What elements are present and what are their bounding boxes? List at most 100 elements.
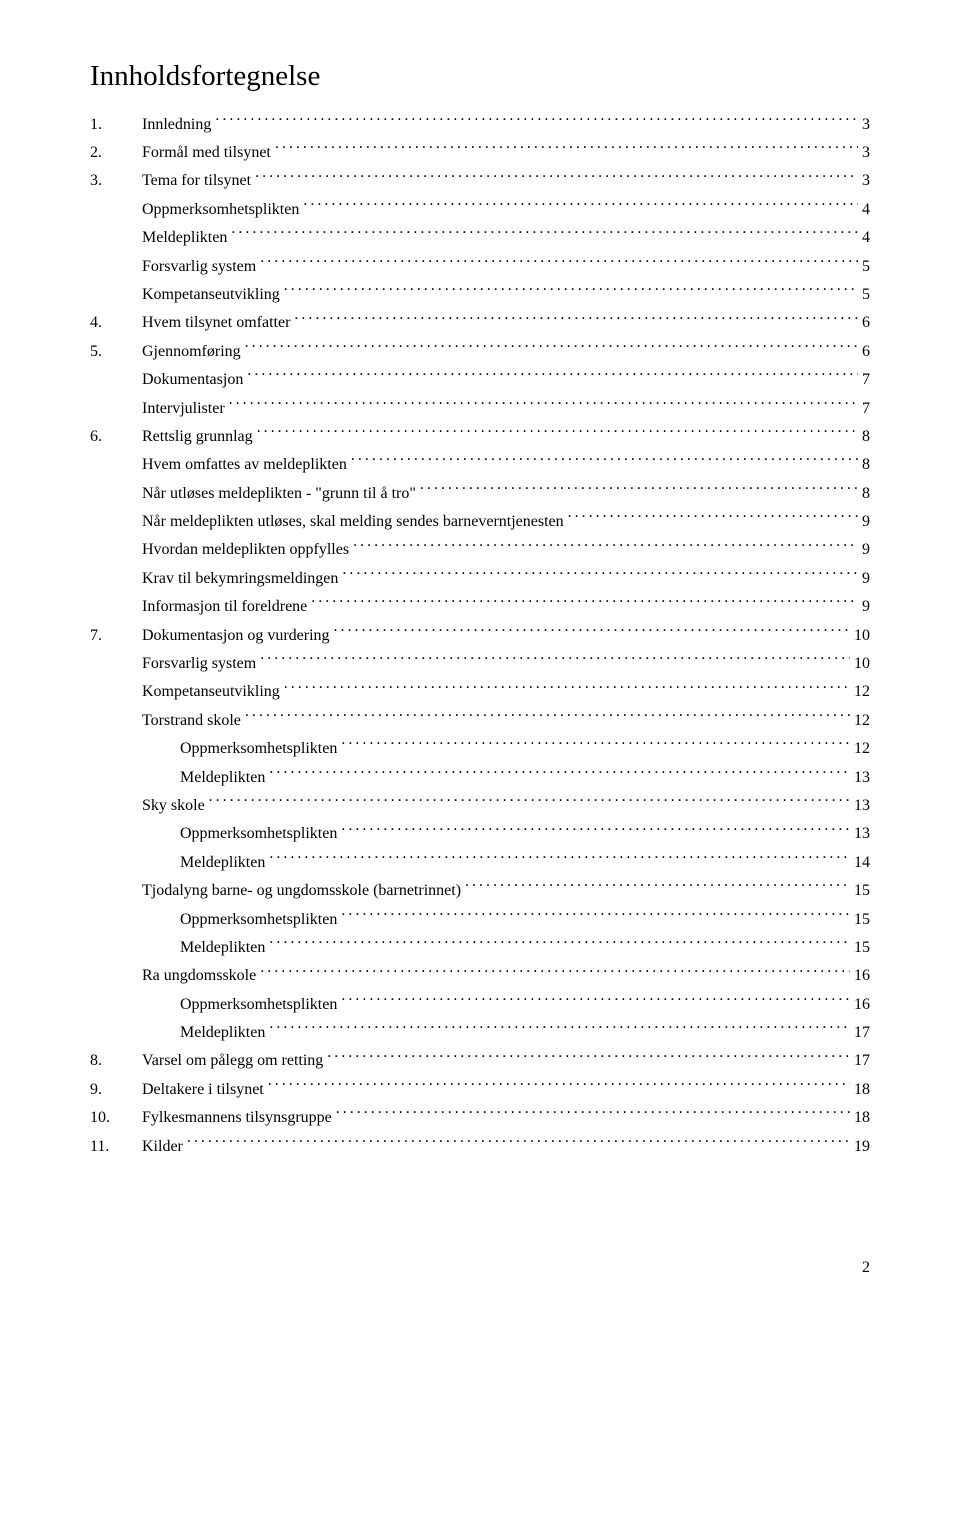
toc-entry-label: Intervjulister <box>142 397 225 422</box>
toc-entry-page: 9 <box>862 510 870 535</box>
toc-entry-page: 10 <box>854 652 870 677</box>
toc-entry-number: 8. <box>90 1049 142 1074</box>
toc-entry-label: Forsvarlig system <box>142 255 256 280</box>
toc-entry-page: 9 <box>862 595 870 620</box>
toc-entry-label: Hvordan meldeplikten oppfylles <box>142 538 349 563</box>
toc-entry-label: 7.Dokumentasjon og vurdering <box>90 624 330 649</box>
toc-entry-text: Meldeplikten <box>180 1024 265 1041</box>
toc-entry: Hvem omfattes av meldeplikten8 <box>90 452 870 478</box>
toc-entry-number: 11. <box>90 1135 142 1160</box>
toc-entry-label: 9.Deltakere i tilsynet <box>90 1078 264 1103</box>
toc-entry-label: Ra ungdomsskole <box>142 964 256 989</box>
toc-entry-label: Meldeplikten <box>180 1021 265 1046</box>
toc-entry-label: Torstrand skole <box>142 709 241 734</box>
toc-entry: Oppmerksomhetsplikten 16 <box>90 991 870 1017</box>
toc-entry-label: Krav til bekymringsmeldingen <box>142 567 338 592</box>
toc-entry-label: Meldeplikten <box>142 226 227 251</box>
toc-entry-number: 3. <box>90 169 142 194</box>
toc-entry-page: 15 <box>854 879 870 904</box>
toc-leader-dots <box>247 367 858 385</box>
toc-entry-text: Oppmerksomhetsplikten <box>180 825 337 842</box>
toc-entry-text: Hvem omfattes av meldeplikten <box>142 456 347 473</box>
toc-entry-text: Krav til bekymringsmeldingen <box>142 570 338 587</box>
toc-leader-dots <box>311 594 858 612</box>
toc-entry: Meldeplikten14 <box>90 849 870 875</box>
toc-leader-dots <box>269 849 850 867</box>
toc-entry-text: Oppmerksomhetsplikten <box>180 740 337 757</box>
toc-leader-dots <box>284 679 850 697</box>
toc-entry: Krav til bekymringsmeldingen9 <box>90 565 870 591</box>
toc-entry-page: 15 <box>854 936 870 961</box>
toc-entry: 2.Formål med tilsynet3 <box>90 139 870 165</box>
toc-entry-label: Oppmerksomhetsplikten <box>180 993 337 1018</box>
toc-entry: Dokumentasjon7 <box>90 367 870 393</box>
toc-entry: Kompetanseutvikling12 <box>90 679 870 705</box>
toc-entry-page: 8 <box>862 425 870 450</box>
toc-entry: Forsvarlig system10 <box>90 650 870 676</box>
toc-entry: 7.Dokumentasjon og vurdering10 <box>90 622 870 648</box>
toc-entry-text: Gjennomføring <box>142 343 241 360</box>
toc-entry-label: 2.Formål med tilsynet <box>90 141 271 166</box>
toc-entry-page: 5 <box>862 283 870 308</box>
toc-entry-text: Meldeplikten <box>142 229 227 246</box>
toc-entry: Informasjon til foreldrene 9 <box>90 594 870 620</box>
toc-entry-text: Innledning <box>142 116 211 133</box>
toc-entry-text: Dokumentasjon og vurdering <box>142 627 330 644</box>
toc-entry-number: 6. <box>90 425 142 450</box>
toc-entry: Meldeplikten 15 <box>90 934 870 960</box>
toc-entry-text: Intervjulister <box>142 400 225 417</box>
toc-entry-page: 15 <box>854 908 870 933</box>
toc-entry-page: 8 <box>862 482 870 507</box>
toc-leader-dots <box>327 1048 850 1066</box>
toc-entry-page: 3 <box>862 169 870 194</box>
toc-entry-text: Oppmerksomhetsplikten <box>180 996 337 1013</box>
toc-entry-text: Formål med tilsynet <box>142 144 271 161</box>
toc-entry: Når meldeplikten utløses, skal melding s… <box>90 508 870 534</box>
toc-entry: Intervjulister7 <box>90 395 870 421</box>
toc-entry-label: Når meldeplikten utløses, skal melding s… <box>142 510 564 535</box>
toc-leader-dots <box>215 111 858 129</box>
toc-entry-text: Varsel om pålegg om retting <box>142 1052 323 1069</box>
toc-entry: 5.Gjennomføring6 <box>90 338 870 364</box>
toc-leader-dots <box>341 991 850 1009</box>
toc-entry-page: 13 <box>854 822 870 847</box>
toc-entry-label: Meldeplikten <box>180 766 265 791</box>
toc-entry-page: 16 <box>854 993 870 1018</box>
toc-entry-text: Rettslig grunnlag <box>142 428 253 445</box>
toc-entry-label: Meldeplikten <box>180 936 265 961</box>
toc-entry: Hvordan meldeplikten oppfylles9 <box>90 537 870 563</box>
toc-entry-page: 17 <box>854 1049 870 1074</box>
toc-entry-label: Kompetanseutvikling <box>142 680 280 705</box>
toc-entry-text: Deltakere i tilsynet <box>142 1081 264 1098</box>
toc-entry: 4.Hvem tilsynet omfatter6 <box>90 310 870 336</box>
toc-entry-page: 13 <box>854 766 870 791</box>
toc-entry-page: 12 <box>854 709 870 734</box>
toc-entry: 11.Kilder19 <box>90 1133 870 1159</box>
toc-leader-dots <box>351 452 858 470</box>
toc-entry-text: Meldeplikten <box>180 854 265 871</box>
toc-entry: Torstrand skole 12 <box>90 707 870 733</box>
toc-entry-page: 19 <box>854 1135 870 1160</box>
toc-entry-text: Fylkesmannens tilsynsgruppe <box>142 1109 332 1126</box>
toc-entry: 10.Fylkesmannens tilsynsgruppe18 <box>90 1105 870 1131</box>
toc-entry-label: 3.Tema for tilsynet <box>90 169 251 194</box>
toc-leader-dots <box>294 310 858 328</box>
page-title: Innholdsfortegnelse <box>90 60 870 93</box>
toc-entry-label: Oppmerksomhetsplikten <box>180 822 337 847</box>
toc-entry: Tjodalyng barne- og ungdomsskole (barnet… <box>90 878 870 904</box>
toc-entry-number: 2. <box>90 141 142 166</box>
toc-entry-label: Informasjon til foreldrene <box>142 595 307 620</box>
page-number: 2 <box>90 1259 870 1277</box>
toc-entry: Oppmerksomhetsplikten 13 <box>90 821 870 847</box>
toc-leader-dots <box>420 480 858 498</box>
toc-entry-text: Kompetanseutvikling <box>142 286 280 303</box>
toc-entry-page: 7 <box>862 368 870 393</box>
toc-entry: Ra ungdomsskole16 <box>90 963 870 989</box>
toc-entry-label: Tjodalyng barne- og ungdomsskole (barnet… <box>142 879 461 904</box>
toc-entry-text: Meldeplikten <box>180 769 265 786</box>
toc-entry-label: Oppmerksomhetsplikten <box>142 198 299 223</box>
toc-entry: Sky skole13 <box>90 792 870 818</box>
toc-entry: Oppmerksomhetsplikten12 <box>90 736 870 762</box>
toc-entry-text: Ra ungdomsskole <box>142 967 256 984</box>
toc-entry-number: 9. <box>90 1078 142 1103</box>
